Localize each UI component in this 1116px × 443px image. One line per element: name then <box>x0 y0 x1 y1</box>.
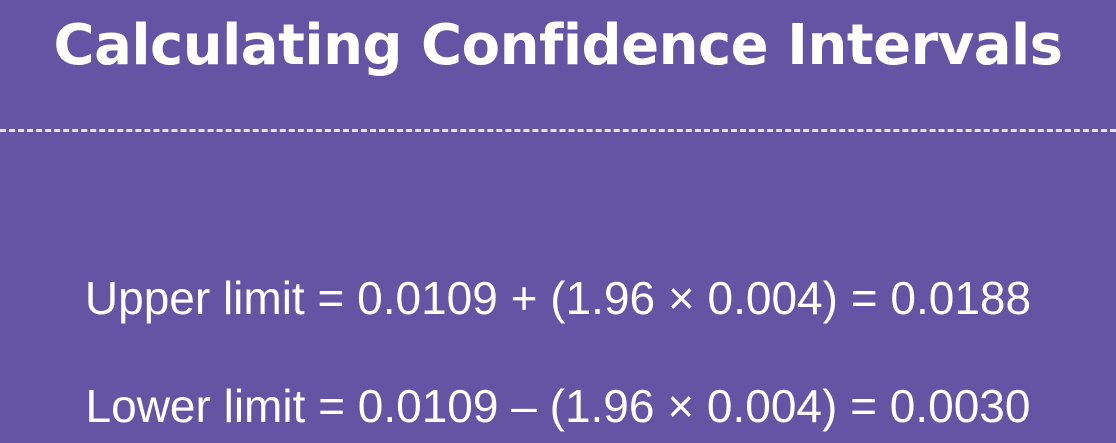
lower-limit-formula: Lower limit = 0.0109 – (1.96 × 0.004) = … <box>85 380 1031 432</box>
upper-limit-formula: Upper limit = 0.0109 + (1.96 × 0.004) = … <box>84 272 1032 324</box>
dashed-divider <box>0 129 1116 132</box>
slide-title: Calculating Confidence Intervals <box>53 13 1063 78</box>
